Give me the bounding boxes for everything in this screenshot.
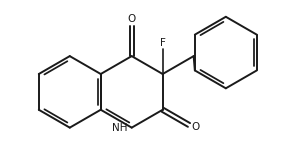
Text: O: O <box>192 122 200 132</box>
Text: F: F <box>160 38 166 48</box>
Text: O: O <box>128 14 136 24</box>
Text: NH: NH <box>112 123 127 133</box>
